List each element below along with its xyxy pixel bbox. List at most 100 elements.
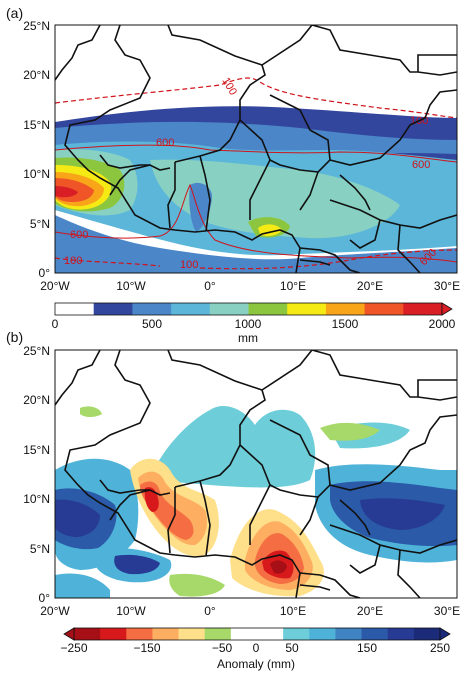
colorbar-swatch <box>93 303 133 315</box>
colorbar-swatch <box>132 303 172 315</box>
colorbar-swatch <box>178 628 206 640</box>
colorbar-swatch <box>287 303 327 315</box>
anom-green-ne <box>320 422 380 441</box>
colorbar-swatches <box>54 302 453 316</box>
colorbar-tick: 0 <box>253 641 260 655</box>
colorbar-swatch <box>209 303 249 315</box>
contour-600-south <box>55 183 457 263</box>
anom-teal-north <box>150 405 316 488</box>
rain-teal-zone <box>150 159 400 239</box>
lon-tick: 20°E <box>357 279 383 293</box>
panel-b-letter: (b) <box>6 329 23 345</box>
panel-b-map <box>55 350 457 598</box>
rain-darkred-core <box>55 186 78 198</box>
panel-a: (a) <box>6 5 460 345</box>
colorbar-swatch <box>283 628 310 640</box>
lat-tick: 0° <box>39 591 51 605</box>
colorbar-tick: 50 <box>285 641 299 655</box>
anom-deepred-se <box>270 560 287 574</box>
contour-label-600-west: 600 <box>70 229 88 241</box>
colorbar-tick: 150 <box>357 641 377 655</box>
colorbar-swatch <box>126 628 153 640</box>
panel-b-colorbar: −250 −150 −50 0 50 150 250 Anomaly (mm) <box>60 627 451 671</box>
colorbar-tick: −150 <box>133 641 160 655</box>
colorbar-tick: 1000 <box>235 317 262 331</box>
colorbar-swatch <box>403 303 443 315</box>
panel-a-borders <box>55 25 457 273</box>
colorbar-swatch <box>204 628 232 640</box>
colorbar-swatch <box>335 628 363 640</box>
panel-a-colorbar: 0 500 1000 1500 2000 mm <box>52 302 456 345</box>
colorbar-swatch <box>309 628 336 640</box>
lon-tick: 10°W <box>116 279 146 293</box>
colorbar-unit: mm <box>238 331 258 345</box>
contour-label-100-sw: 100 <box>64 255 82 267</box>
anom-navy-east <box>360 498 445 530</box>
colorbar-tick: 2000 <box>429 317 456 331</box>
anom-navy-south <box>114 554 160 575</box>
lat-tick: 0° <box>39 266 51 280</box>
lon-tick: 30°E <box>434 279 460 293</box>
colorbar-tick: 250 <box>430 641 450 655</box>
colorbar-unit: Anomaly (mm) <box>217 657 295 671</box>
colorbar-swatch <box>387 628 415 640</box>
colorbar-tick: −50 <box>212 641 233 655</box>
panel-b-frame <box>54 349 458 599</box>
contour-label-100-s: 100 <box>180 259 198 271</box>
contour-label-600-north: 600 <box>156 137 174 149</box>
colorbar-swatch <box>152 628 180 640</box>
lon-tick: 20°W <box>40 279 70 293</box>
anom-blue-sw <box>55 573 110 598</box>
lon-tick: 30°E <box>434 604 460 618</box>
lon-tick: 10°E <box>280 279 306 293</box>
colorbar-swatch <box>74 628 101 640</box>
lon-tick: 20°E <box>357 604 383 618</box>
anom-green-small <box>80 406 102 417</box>
lon-tick: 10°E <box>280 604 306 618</box>
lat-tick: 15°N <box>23 443 50 457</box>
lon-tick: 0° <box>204 604 216 618</box>
panel-b-lon-axis: 20°W 10°W 0° 10°E 20°E 30°E <box>40 604 460 618</box>
colorbar-arrow-right <box>441 302 453 316</box>
colorbar-arrow-left <box>63 627 75 641</box>
panel-a-lat-axis: 0° 5°N 10°N 15°N 20°N 25°N <box>23 19 50 280</box>
colorbar-arrow-right <box>439 627 451 641</box>
lat-tick: 10°N <box>23 492 50 506</box>
colorbar-swatch <box>171 303 211 315</box>
lon-tick: 20°W <box>40 604 70 618</box>
panel-b-lat-axis: 0° 5°N 10°N 15°N 20°N 25°N <box>23 344 50 605</box>
rain-blue-spot <box>189 182 212 232</box>
colorbar-swatch <box>257 628 284 640</box>
colorbar-swatch <box>248 303 288 315</box>
lat-tick: 20°N <box>23 68 50 82</box>
colorbar-tick: 500 <box>142 317 162 331</box>
lon-tick: 10°W <box>116 604 146 618</box>
colorbar-swatch <box>325 303 366 315</box>
contour-600-north <box>55 144 457 163</box>
contour-label-600-east: 600 <box>412 159 430 171</box>
lat-tick: 20°N <box>23 393 50 407</box>
panel-a-frame <box>54 24 458 274</box>
rain-south-blue <box>55 215 457 273</box>
panel-a-lon-axis: 20°W 10°W 0° 10°E 20°E 30°E <box>40 279 460 293</box>
lat-tick: 5°N <box>30 217 50 231</box>
anom-green-coast <box>169 573 225 597</box>
colorbar-swatch <box>55 303 95 315</box>
panel-b: (b) <box>6 329 460 671</box>
colorbar-tick: 0 <box>52 317 59 331</box>
colorbar-swatch <box>413 628 441 640</box>
colorbar-tick: −250 <box>60 641 87 655</box>
anom-navy-west <box>55 499 100 537</box>
colorbar-swatch <box>230 628 258 640</box>
lat-tick: 10°N <box>23 167 50 181</box>
panel-a-letter: (a) <box>6 5 23 21</box>
colorbar-swatch <box>100 628 127 640</box>
lat-tick: 25°N <box>23 19 50 33</box>
contour-100-south <box>55 249 457 270</box>
colorbar-swatch <box>361 628 389 640</box>
colorbar-swatches <box>63 627 451 641</box>
lat-tick: 15°N <box>23 118 50 132</box>
colorbar-tick: 1500 <box>332 317 359 331</box>
colorbar-swatch <box>364 303 404 315</box>
